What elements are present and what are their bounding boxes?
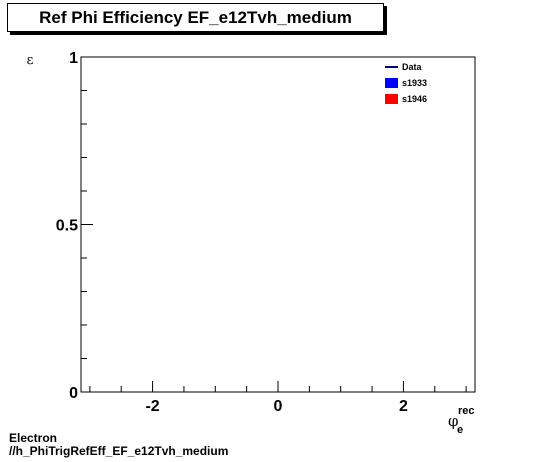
x-axis-label: φ rec e xyxy=(448,405,475,436)
footer-line-1: Electron xyxy=(9,431,58,445)
y-tick-label: 1 xyxy=(69,50,78,67)
legend-entry-label: s1946 xyxy=(402,94,427,104)
x-tick-label: 0 xyxy=(274,398,283,415)
x-axis-label-superscript: rec xyxy=(458,405,475,417)
x-axis-label-main: φ xyxy=(448,412,459,430)
legend-entry-label: s1933 xyxy=(402,78,427,88)
x-axis-tick-labels: -2 0 2 xyxy=(145,398,407,415)
footer-line-2: //h_PhiTrigRefEff_EF_e12Tvh_medium xyxy=(9,444,229,458)
x-axis-ticks xyxy=(89,381,467,392)
legend-box-marker xyxy=(385,94,398,104)
y-tick-label: 0 xyxy=(69,385,78,402)
chart-title: Ref Phi Efficiency EF_e12Tvh_medium xyxy=(7,3,384,32)
x-axis-label-subscript: e xyxy=(457,424,463,436)
x-tick-label: -2 xyxy=(145,398,159,415)
x-tick-label: 2 xyxy=(399,398,408,415)
y-tick-label: 0.5 xyxy=(56,218,78,235)
legend-entry-label: Data xyxy=(402,62,423,72)
y-axis-ticks xyxy=(81,56,93,393)
plot-frame xyxy=(80,56,476,393)
y-axis-tick-labels: 00.51 xyxy=(56,50,78,402)
y-axis-label: ε xyxy=(27,53,34,68)
legend-box-marker xyxy=(385,78,398,88)
legend: Data s1933 s1946 xyxy=(385,62,427,104)
